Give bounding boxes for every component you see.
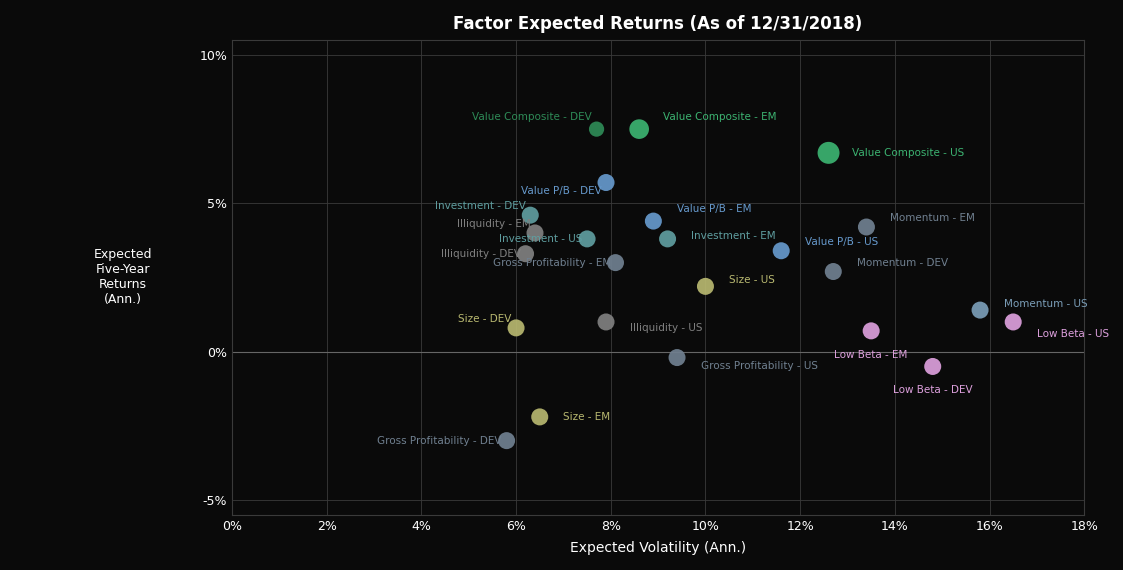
Y-axis label: Expected
Five-Year
Returns
(Ann.): Expected Five-Year Returns (Ann.) bbox=[93, 249, 152, 307]
Point bbox=[924, 362, 942, 371]
Point bbox=[971, 306, 989, 315]
Text: Gross Profitability - EM: Gross Profitability - EM bbox=[493, 258, 611, 268]
Point bbox=[521, 210, 539, 219]
Point bbox=[597, 178, 615, 187]
Point bbox=[773, 246, 791, 255]
Point bbox=[587, 125, 605, 134]
Point bbox=[606, 258, 624, 267]
Point bbox=[526, 229, 544, 238]
Point bbox=[1004, 317, 1022, 327]
Text: Investment - DEV: Investment - DEV bbox=[435, 201, 526, 211]
Text: Low Beta - DEV: Low Beta - DEV bbox=[893, 385, 973, 395]
X-axis label: Expected Volatility (Ann.): Expected Volatility (Ann.) bbox=[570, 541, 746, 555]
Text: Value Composite - EM: Value Composite - EM bbox=[663, 112, 776, 122]
Text: Illiquidity - US: Illiquidity - US bbox=[630, 323, 702, 333]
Text: Illiquidity - DEV: Illiquidity - DEV bbox=[441, 249, 521, 259]
Text: Illiquidity - EM: Illiquidity - EM bbox=[457, 219, 530, 229]
Text: Momentum - DEV: Momentum - DEV bbox=[857, 258, 948, 268]
Point bbox=[658, 234, 676, 243]
Point bbox=[858, 222, 876, 231]
Text: Momentum - EM: Momentum - EM bbox=[891, 213, 975, 223]
Text: Low Beta - EM: Low Beta - EM bbox=[834, 349, 907, 360]
Point bbox=[668, 353, 686, 362]
Text: Momentum - US: Momentum - US bbox=[1004, 299, 1087, 309]
Point bbox=[508, 323, 526, 332]
Point bbox=[696, 282, 714, 291]
Text: Size - EM: Size - EM bbox=[564, 412, 611, 422]
Point bbox=[820, 148, 838, 157]
Text: Investment - EM: Investment - EM bbox=[692, 231, 776, 241]
Text: Size - DEV: Size - DEV bbox=[458, 314, 511, 324]
Point bbox=[630, 125, 648, 134]
Text: Value P/B - US: Value P/B - US bbox=[805, 237, 878, 247]
Title: Factor Expected Returns (As of 12/31/2018): Factor Expected Returns (As of 12/31/201… bbox=[454, 15, 862, 33]
Point bbox=[824, 267, 842, 276]
Point bbox=[597, 317, 615, 327]
Point bbox=[645, 217, 663, 226]
Point bbox=[517, 249, 535, 258]
Point bbox=[578, 234, 596, 243]
Text: Gross Profitability - DEV: Gross Profitability - DEV bbox=[377, 435, 502, 446]
Text: Gross Profitability - US: Gross Profitability - US bbox=[701, 361, 818, 372]
Point bbox=[497, 436, 515, 445]
Text: Value P/B - EM: Value P/B - EM bbox=[677, 204, 751, 214]
Text: Low Beta - US: Low Beta - US bbox=[1037, 329, 1110, 339]
Point bbox=[531, 412, 549, 421]
Point bbox=[862, 326, 880, 335]
Text: Size - US: Size - US bbox=[729, 275, 775, 286]
Text: Value P/B - DEV: Value P/B - DEV bbox=[521, 186, 601, 197]
Text: Value Composite - DEV: Value Composite - DEV bbox=[472, 112, 592, 122]
Text: Investment - US: Investment - US bbox=[499, 234, 583, 244]
Text: Value Composite - US: Value Composite - US bbox=[852, 148, 965, 158]
